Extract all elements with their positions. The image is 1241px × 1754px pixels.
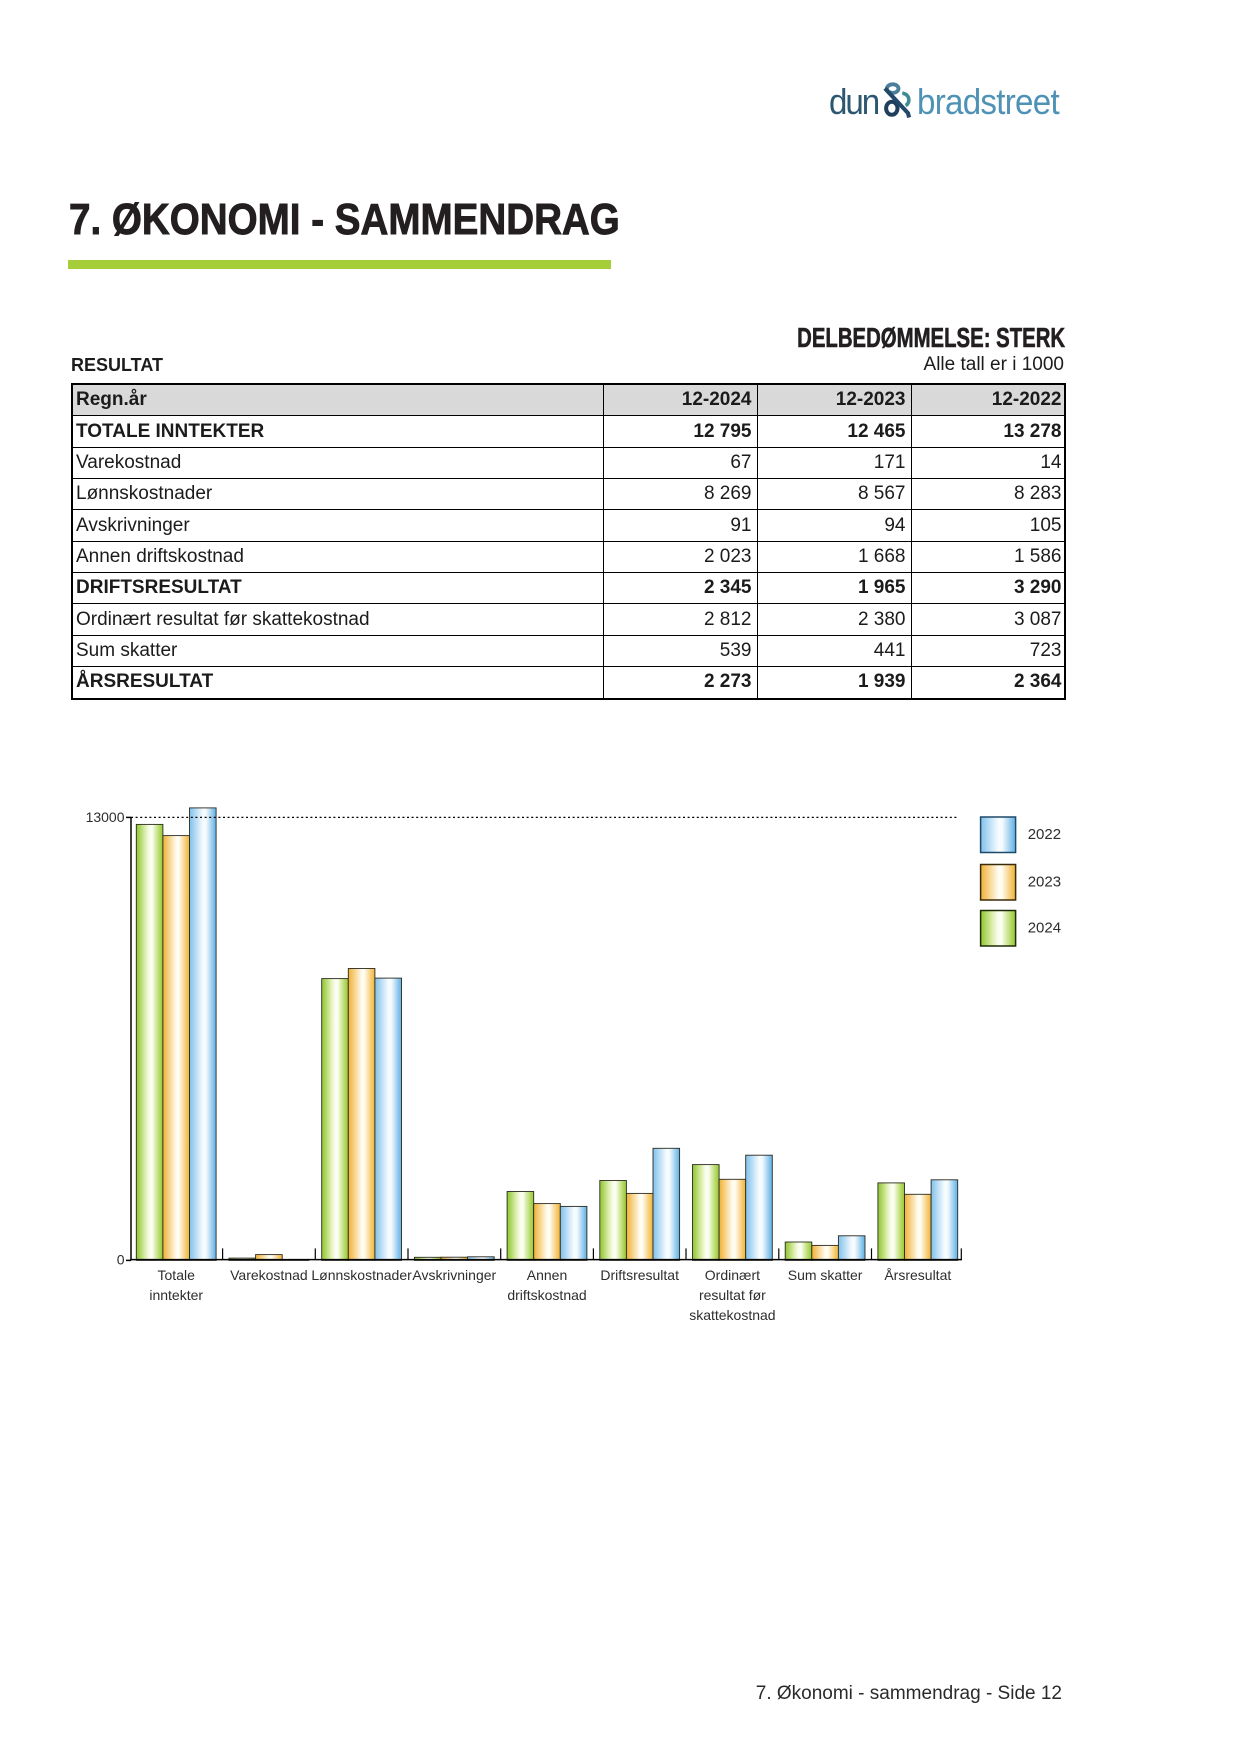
svg-text:13000: 13000 xyxy=(86,809,125,825)
svg-text:Varekostnad: Varekostnad xyxy=(230,1267,308,1283)
svg-text:Lønnskostnader: Lønnskostnader xyxy=(311,1267,412,1283)
svg-text:Sum skatter: Sum skatter xyxy=(788,1267,863,1283)
svg-text:Ordinært: Ordinært xyxy=(705,1267,760,1283)
svg-text:Avskrivninger: Avskrivninger xyxy=(412,1267,496,1283)
svg-text:Driftsresultat: Driftsresultat xyxy=(600,1267,679,1283)
svg-text:2022: 2022 xyxy=(1028,826,1061,843)
svg-text:0: 0 xyxy=(117,1252,125,1268)
svg-text:inntekter: inntekter xyxy=(149,1287,203,1303)
svg-text:Totale: Totale xyxy=(158,1267,196,1283)
svg-text:2024: 2024 xyxy=(1028,919,1061,936)
svg-text:driftskostnad: driftskostnad xyxy=(507,1287,586,1303)
svg-text:Årsresultat: Årsresultat xyxy=(884,1267,951,1283)
svg-text:skattekostnad: skattekostnad xyxy=(689,1307,775,1323)
svg-text:Annen: Annen xyxy=(527,1267,567,1283)
svg-text:2023: 2023 xyxy=(1028,873,1061,890)
svg-text:resultat før: resultat før xyxy=(699,1287,766,1303)
